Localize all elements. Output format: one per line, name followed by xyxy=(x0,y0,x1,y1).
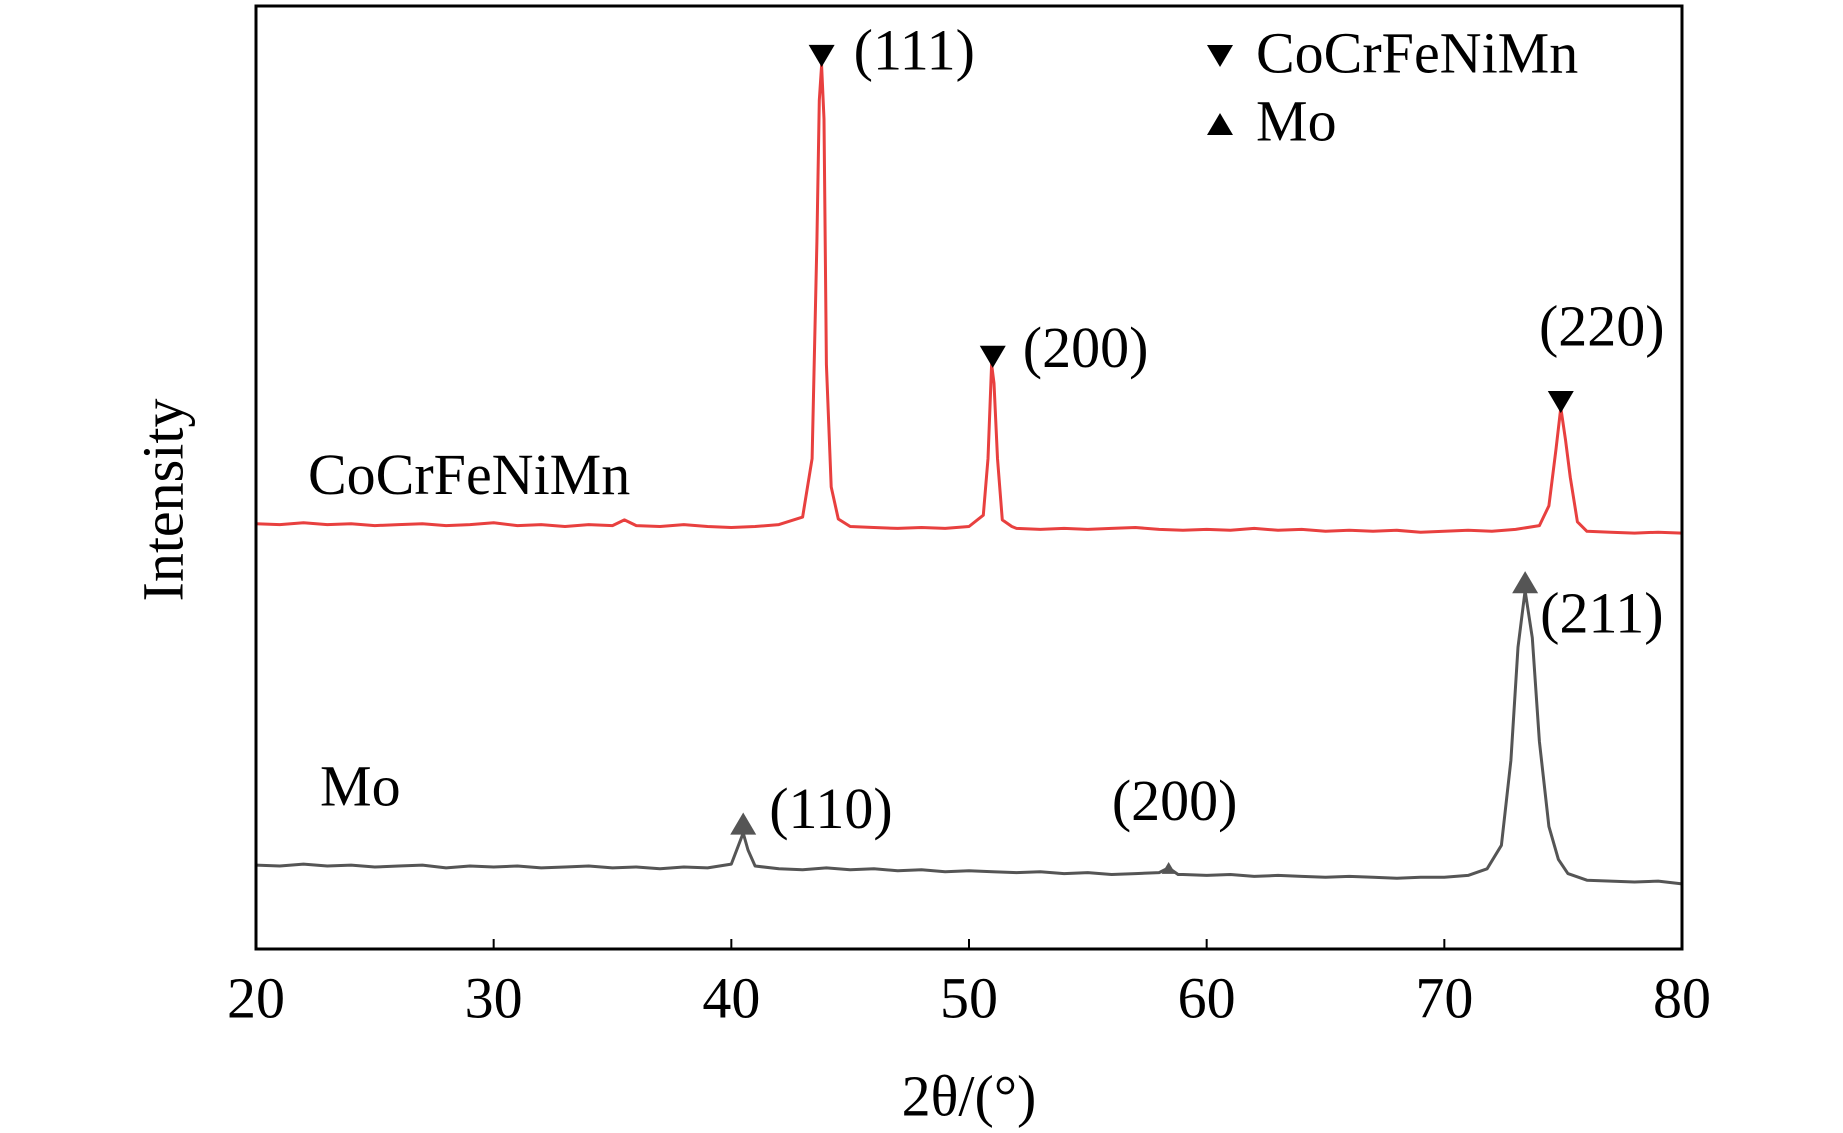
peak-marker xyxy=(1161,861,1176,874)
series-label: CoCrFeNiMn xyxy=(308,442,630,507)
x-tick-label: 60 xyxy=(1178,965,1236,1030)
legend-label: Mo xyxy=(1256,88,1337,153)
x-axis-label: 2θ/(°) xyxy=(902,1063,1037,1128)
peak-label: (111) xyxy=(854,17,975,82)
peak-marker xyxy=(1547,391,1574,414)
legend-marker xyxy=(1207,44,1233,68)
series-line xyxy=(255,589,1683,886)
series-line xyxy=(255,63,1683,535)
x-tick-label: 20 xyxy=(227,965,285,1030)
x-tick-label: 80 xyxy=(1653,965,1711,1030)
peak-label: (200) xyxy=(1023,315,1149,380)
legend-marker xyxy=(1207,112,1233,136)
peak-marker xyxy=(1512,571,1539,594)
peak-marker xyxy=(808,44,835,68)
peak-marker xyxy=(730,812,757,835)
x-tick-label: 50 xyxy=(940,965,998,1030)
x-tick-label: 70 xyxy=(1415,965,1473,1030)
peak-marker xyxy=(979,345,1006,368)
plot-frame xyxy=(254,4,1684,951)
x-tick-label: 40 xyxy=(702,965,760,1030)
peak-label: (220) xyxy=(1539,293,1665,358)
y-axis-label: Intensity xyxy=(130,399,195,602)
peak-label: (110) xyxy=(769,776,892,841)
peak-label: (211) xyxy=(1540,580,1663,645)
peak-label: (200) xyxy=(1112,768,1238,833)
legend-label: CoCrFeNiMn xyxy=(1256,20,1578,85)
x-tick-label: 30 xyxy=(465,965,523,1030)
series-label: Mo xyxy=(320,753,401,818)
